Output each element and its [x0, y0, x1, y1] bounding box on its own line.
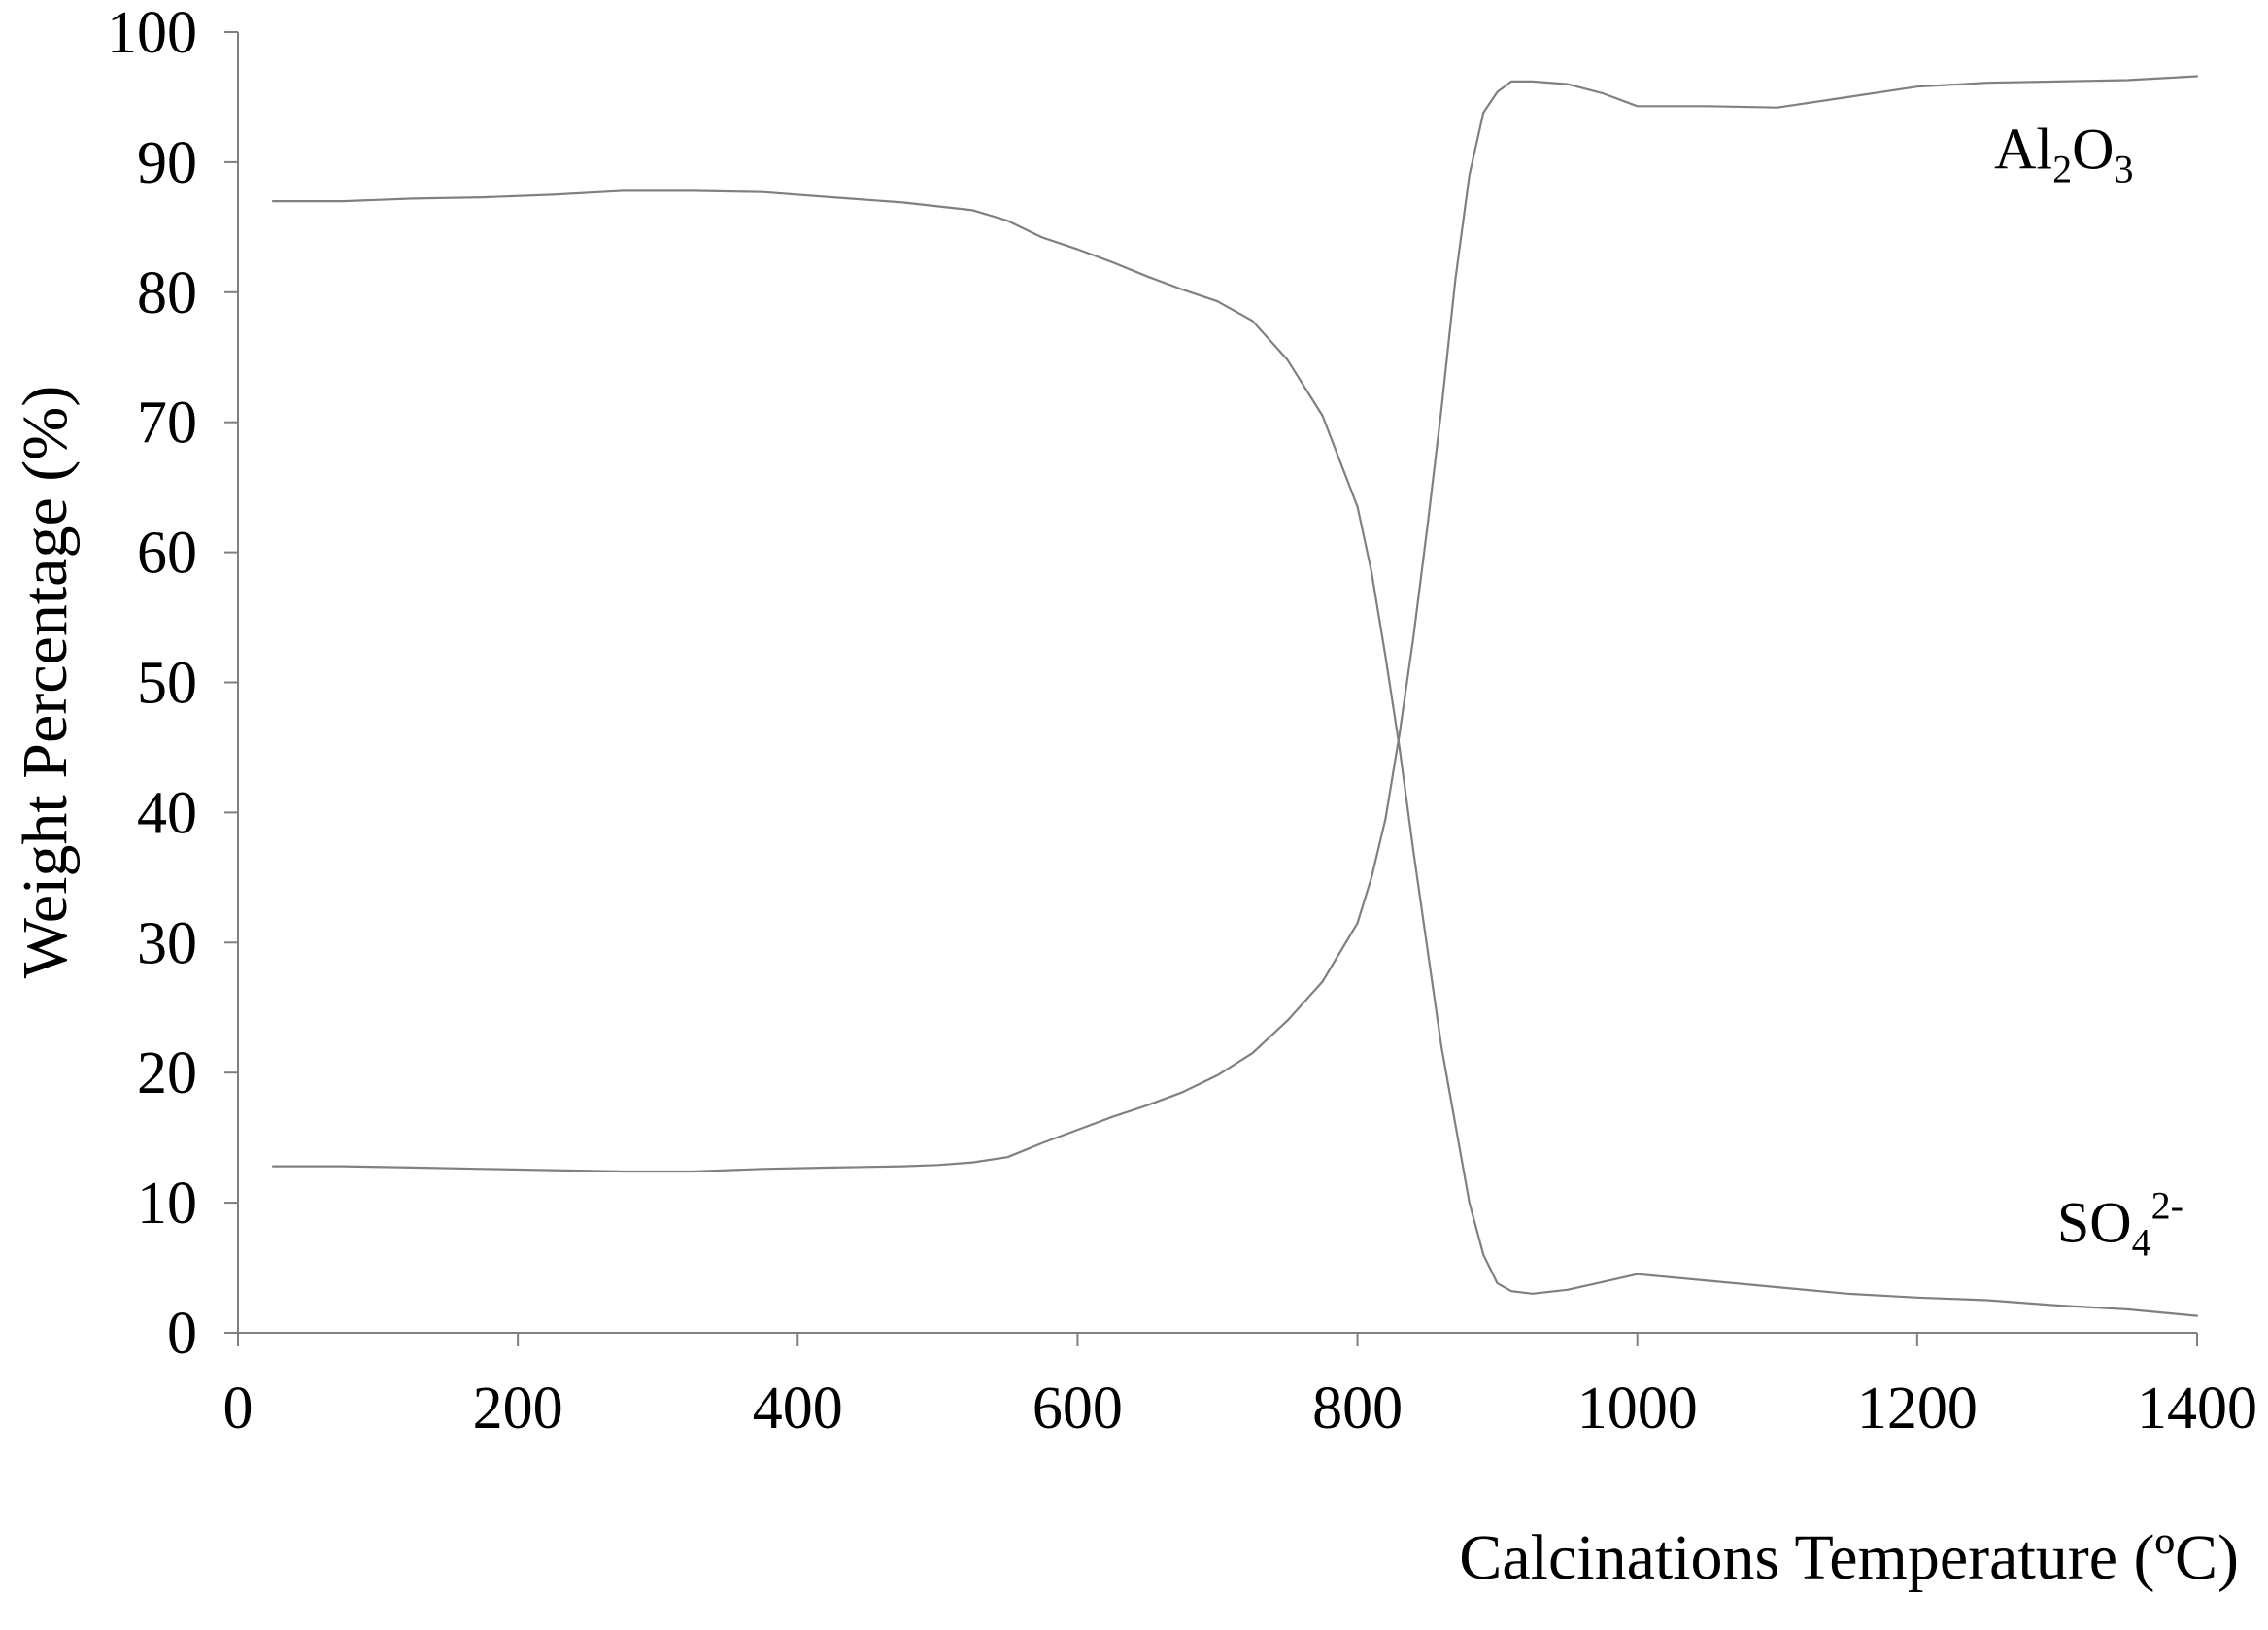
x-tick-label: 1000: [1577, 1375, 1698, 1442]
series-line-so4: [271, 189, 2199, 1317]
y-tick-label: 90: [137, 130, 197, 196]
series-line-al2o3: [271, 75, 2199, 1173]
x-tick-label: 0: [223, 1375, 254, 1442]
x-tick-label: 400: [753, 1375, 843, 1442]
y-tick-label: 80: [137, 260, 197, 326]
series-labels: SO42- Al2O3: [1994, 118, 2183, 1265]
y-tick-label: 50: [137, 651, 197, 717]
y-tick-label: 100: [107, 0, 197, 66]
x-tick-label: 1400: [2137, 1375, 2257, 1442]
y-tick-label: 10: [137, 1171, 197, 1237]
y-tick-label: 20: [137, 1040, 197, 1106]
y-tick-label: 30: [137, 910, 197, 976]
x-tick-label: 200: [473, 1375, 563, 1442]
x-axis: 0 200 400 600 800 1000 1200 1400: [223, 1332, 2257, 1442]
y-axis-title: Weight Percentage (%): [10, 386, 81, 978]
x-tick-label: 1200: [1857, 1375, 1978, 1442]
series-group: [271, 75, 2199, 1317]
y-tick-label: 40: [137, 780, 197, 846]
series-label-al2o3: Al2O3: [1994, 118, 2133, 191]
y-tick-label: 70: [137, 391, 197, 457]
x-tick-label: 800: [1312, 1375, 1403, 1442]
x-axis-title: Calcinations Temperature (ºC): [1459, 1522, 2239, 1593]
x-tick-label: 600: [1032, 1375, 1123, 1442]
y-tick-label: 0: [167, 1301, 197, 1367]
y-tick-label: 60: [137, 521, 197, 587]
y-axis: 0 10 20 30 40 50 60 70 80 90 100: [107, 0, 239, 1367]
series-label-so4: SO42-: [2057, 1183, 2183, 1264]
